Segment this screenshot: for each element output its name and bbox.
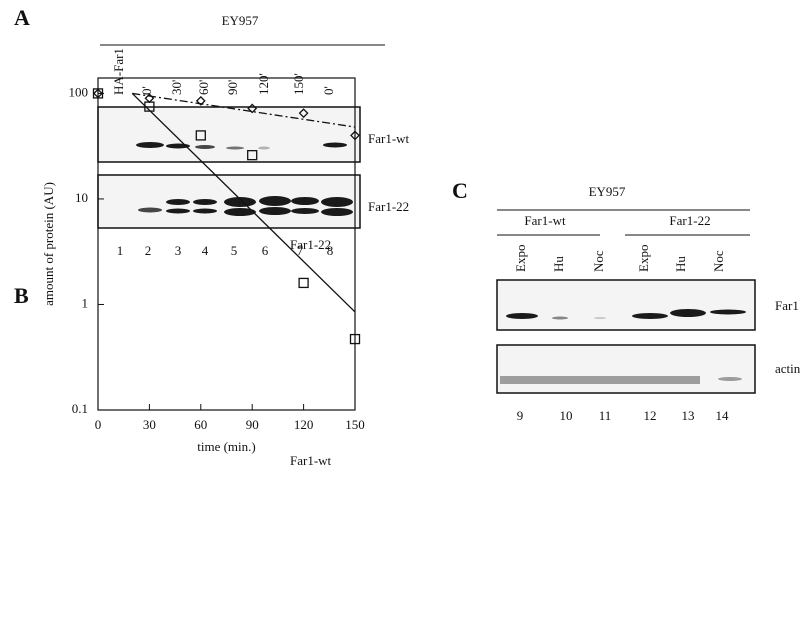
lane-header: 90' xyxy=(225,80,240,95)
bands xyxy=(500,309,746,384)
lane-header: Noc xyxy=(711,250,726,272)
blot-label: actin xyxy=(775,361,800,376)
lane-number: 7 xyxy=(297,243,304,258)
lane-headers: HA-Far1 0' 30' 60' 90' 120' 150' 0' xyxy=(111,48,336,95)
lane-header: 0' xyxy=(321,86,336,95)
lane-number: 4 xyxy=(202,243,209,258)
lane-header: 0' xyxy=(139,86,154,95)
y-tick-label: 10 xyxy=(75,190,88,205)
lane-header: Expo xyxy=(636,245,651,272)
lane-number: 12 xyxy=(644,408,657,423)
lane-numbers: 9 10 11 12 13 14 xyxy=(517,408,729,423)
lane-header: Hu xyxy=(673,256,688,272)
lane-header: 150' xyxy=(291,73,306,95)
x-tick-label: 60 xyxy=(194,417,207,432)
series-label: Far1-wt xyxy=(290,453,332,468)
x-tick-label: 90 xyxy=(246,417,259,432)
series-label: Far1-22 xyxy=(290,237,331,252)
group-label: Far1-wt xyxy=(524,213,566,228)
x-tick-label: 30 xyxy=(143,417,156,432)
point xyxy=(195,95,206,106)
lane-number: 8 xyxy=(327,243,334,258)
lane-number: 1 xyxy=(117,243,124,258)
lane-number: 3 xyxy=(175,243,182,258)
blot xyxy=(496,279,756,331)
point xyxy=(247,150,258,161)
fit-line xyxy=(132,92,356,128)
point xyxy=(247,103,258,114)
x-axis-label: time (min.) xyxy=(197,439,256,454)
point xyxy=(195,130,206,141)
lane-number: 13 xyxy=(682,408,695,423)
x-tick-label: 0 xyxy=(95,417,102,432)
blot-label: Far1-wt xyxy=(368,131,410,146)
plot-frame xyxy=(97,77,356,411)
x-tick-label: 120 xyxy=(294,417,314,432)
y-tick-label: 100 xyxy=(69,84,89,99)
panel-label: C xyxy=(452,178,468,203)
point xyxy=(298,277,309,289)
lane-header: 30' xyxy=(169,80,184,95)
lane-number: 9 xyxy=(517,408,524,423)
point xyxy=(298,108,309,119)
point xyxy=(349,333,361,345)
blot xyxy=(496,344,756,394)
lane-header: Hu xyxy=(551,256,566,272)
strain: EY957 xyxy=(589,184,626,199)
panel-label: B xyxy=(14,283,29,308)
lane-number: 11 xyxy=(599,408,612,423)
chart: 0.1 1 10 100 0 30 60 90 120 150 time (min.) amount … xyxy=(41,77,365,468)
lane-header: 60' xyxy=(196,80,211,95)
blot-label: Far1-22 xyxy=(368,199,409,214)
lane-header: 120' xyxy=(256,73,271,95)
lane-number: 14 xyxy=(716,408,730,423)
lane-header: HA-Far1 xyxy=(111,48,126,95)
y-tick-label: 0.1 xyxy=(72,401,88,416)
fit-line xyxy=(131,92,356,313)
group-label: Far1-22 xyxy=(669,213,710,228)
lane-header: Noc xyxy=(591,250,606,272)
x-tick-label: 150 xyxy=(345,417,365,432)
blot-label: Far1 xyxy=(775,298,799,313)
point xyxy=(93,88,103,99)
y-tick-label: 1 xyxy=(82,295,89,310)
lane-numbers: 1 2 3 4 5 6 7 8 xyxy=(117,243,334,258)
lane-number: 6 xyxy=(262,243,269,258)
lane-number: 2 xyxy=(145,243,152,258)
panel-label: A xyxy=(14,5,30,30)
lane-header: Expo xyxy=(513,245,528,272)
blot xyxy=(97,106,361,163)
lane-headers: Expo Hu Noc Expo Hu Noc xyxy=(513,245,726,272)
point xyxy=(144,93,155,104)
lane-number: 5 xyxy=(231,243,238,258)
point xyxy=(350,130,360,141)
bands xyxy=(136,142,353,216)
strain: EY957 xyxy=(222,13,259,28)
y-axis-label: amount of protein (AU) xyxy=(41,182,56,306)
lane-number: 10 xyxy=(560,408,573,423)
